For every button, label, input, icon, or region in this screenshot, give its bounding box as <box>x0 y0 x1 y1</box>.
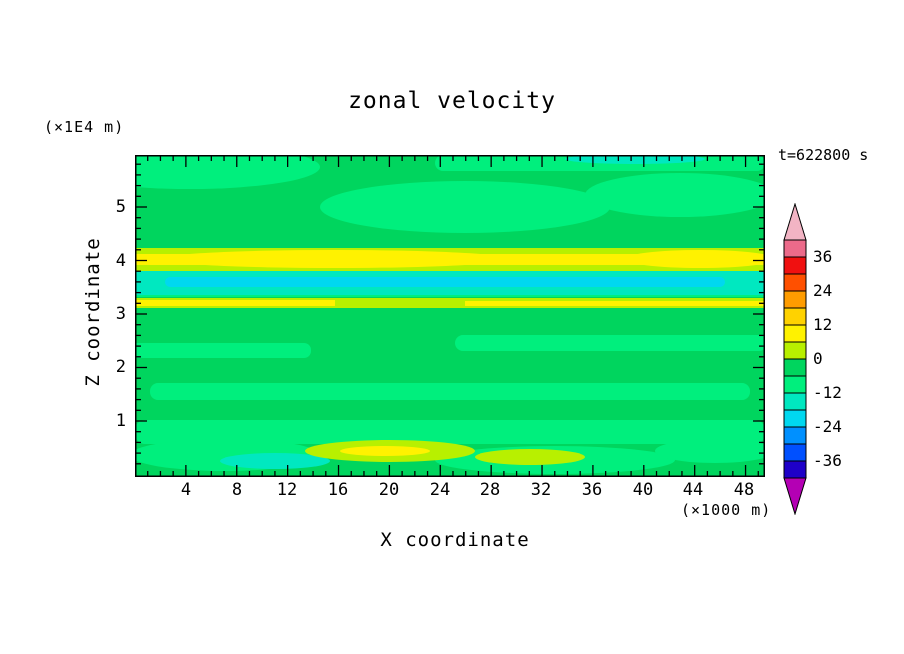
colorbar-segment <box>783 341 807 360</box>
blob-bottom-left-turquoise <box>220 453 330 469</box>
band-z33-yellow-left <box>135 300 335 306</box>
colorbar-segment <box>783 443 807 462</box>
contour-plot <box>60 145 775 477</box>
time-annotation: t=622800 s <box>778 146 869 164</box>
y-tick-label: 4 <box>115 251 126 271</box>
band-z33-chartreuse <box>135 298 765 308</box>
y-tick-label: 3 <box>115 304 126 324</box>
x-tick-label: 24 <box>429 480 451 500</box>
x-tick-label: 4 <box>180 480 192 500</box>
x-axis-units: (×1000 m) <box>681 501 772 519</box>
band-z4-yellow-thick-right <box>625 250 775 268</box>
streak-z17-spring <box>150 383 750 400</box>
colorbar-segment <box>783 307 807 326</box>
y-tick-label: 2 <box>115 357 126 377</box>
y-tick-label: 1 <box>115 411 126 431</box>
x-tick-label: 28 <box>479 480 501 500</box>
x-tick-label: 32 <box>530 480 552 500</box>
x-axis-label: X coordinate <box>380 529 530 551</box>
plot-frame <box>135 155 765 477</box>
band-z35-spring-sliver <box>135 295 765 297</box>
x-tick-label: 20 <box>378 480 400 500</box>
colorbar-segment <box>783 392 807 411</box>
blob-upper-right-spring <box>585 173 775 217</box>
blob-bottom-yellow-core <box>340 446 430 456</box>
y-axis-units: (×1E4 m) <box>44 118 125 136</box>
colorbar <box>781 202 811 516</box>
band-z33-yellow-right <box>465 301 765 306</box>
colorbar-label: -24 <box>813 417 842 436</box>
colorbar-segment <box>783 409 807 428</box>
colorbar-segment <box>783 273 807 292</box>
streak-z09-spring <box>135 420 765 444</box>
x-tick-label: 16 <box>327 480 349 500</box>
colorbar-label: 24 <box>813 281 833 300</box>
colorbar-label: -36 <box>813 451 842 470</box>
x-tick-label: 12 <box>276 480 298 500</box>
colorbar-arrow-bottom <box>783 477 807 516</box>
x-tick-label: 40 <box>632 480 654 500</box>
blob-upper-center-spring <box>320 181 610 233</box>
colorbar-label: 36 <box>813 247 833 266</box>
colorbar-arrow-top <box>783 202 807 241</box>
x-tick-label: 36 <box>581 480 603 500</box>
blob-bottom-chartreuse-2 <box>475 449 585 465</box>
x-tick-label: 8 <box>231 480 243 500</box>
colorbar-segment <box>783 256 807 275</box>
contour-field <box>60 145 775 477</box>
band-z36-cyan-core <box>165 277 725 287</box>
colorbar-segment <box>783 324 807 343</box>
colorbar-segment <box>783 358 807 377</box>
colorbar-label: 0 <box>813 349 823 368</box>
colorbar-segment <box>783 426 807 445</box>
streak-z26-right-spring <box>455 335 767 351</box>
colorbar-label: -12 <box>813 383 842 402</box>
streak-z26-left-spring <box>131 343 311 358</box>
colorbar-segment <box>783 460 807 479</box>
x-tick-label: 44 <box>682 480 704 500</box>
colorbar-segment <box>783 375 807 394</box>
colorbar-label: 12 <box>813 315 833 334</box>
colorbar-svg <box>783 202 807 516</box>
colorbar-segment <box>783 239 807 258</box>
contour-plot-area <box>60 145 775 477</box>
x-tick-label: 48 <box>733 480 755 500</box>
band-z4-yellow-thick-left <box>160 250 510 268</box>
y-tick-label: 5 <box>115 197 126 217</box>
plot-title: zonal velocity <box>348 88 556 114</box>
blob-bottom-right-spring <box>655 439 775 463</box>
axis-ticks <box>136 156 764 476</box>
colorbar-segment <box>783 290 807 309</box>
